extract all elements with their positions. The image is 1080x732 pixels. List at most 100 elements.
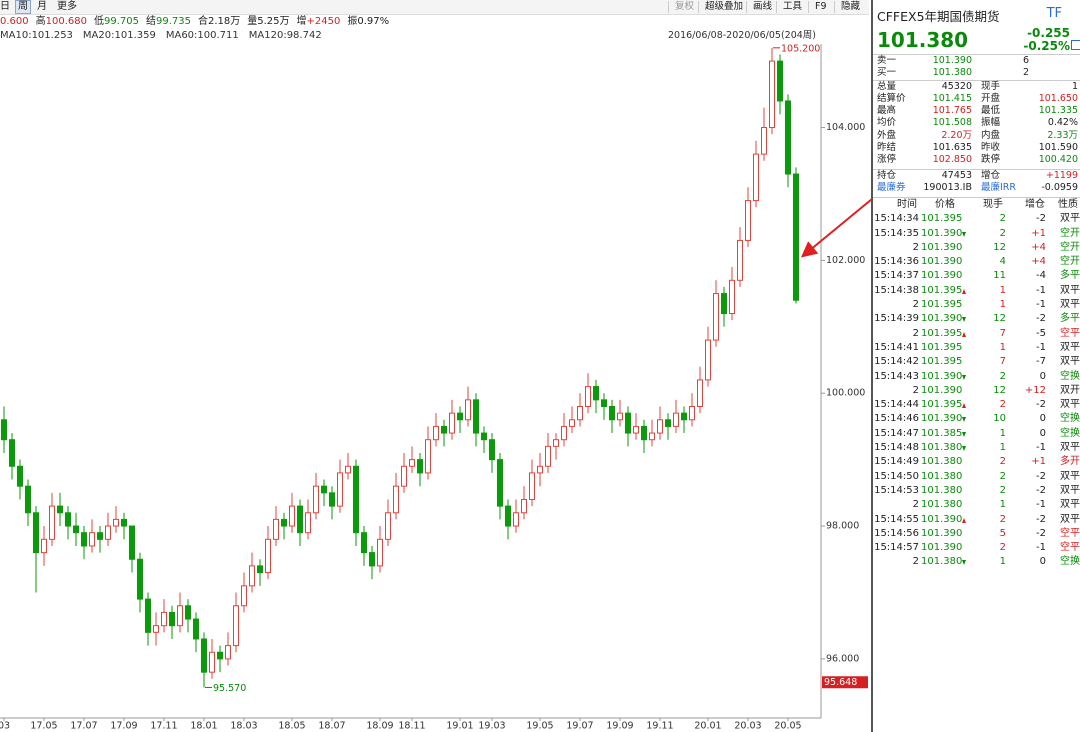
candle-body [481, 432, 487, 441]
candle-body [657, 419, 663, 434]
candle-body [561, 425, 567, 441]
candle-body [753, 153, 759, 202]
trade-type: 空换 [1060, 413, 1080, 425]
trade-row: 15:14:57 101.390 2 -1 空平 [873, 541, 1080, 555]
trade-header-cell: 现手 [983, 199, 1003, 210]
quote-label: 最高 [877, 105, 897, 117]
quote-value: 101.335 [1038, 105, 1078, 117]
trade-time: 2 [912, 556, 919, 568]
candle-body [201, 638, 207, 673]
quote-value: 1 [1071, 80, 1078, 92]
toolbar-button[interactable]: 画线 [746, 1, 772, 13]
quote-value: 47453 [941, 169, 972, 181]
candle-body [41, 538, 47, 554]
candle-body [577, 405, 583, 421]
trade-direction [962, 517, 966, 523]
candle-body [281, 518, 287, 527]
cursor-value-label: 95.648 [824, 677, 857, 688]
trade-row: 2 101.380 1 -1 双平 [873, 498, 1080, 512]
annotation-label: 105.200 [781, 43, 820, 54]
quote-value: 101.390 [932, 55, 972, 66]
trade-volume: 5 [999, 527, 1006, 539]
trade-volume: 2 [999, 470, 1006, 482]
toolbar-button[interactable]: F9 [808, 1, 827, 13]
info-value: 99.735 [156, 16, 191, 27]
quote-value: 2.33万 [1047, 129, 1078, 141]
trade-row: 15:14:38 101.395 1 -1 双平 [873, 284, 1080, 298]
info-value: 2.18万 [208, 16, 241, 27]
trade-time: 15:14:36 [874, 256, 919, 268]
candle-body [57, 505, 63, 514]
trade-type: 双平 [1060, 284, 1080, 296]
trade-price: 101.380 [921, 556, 963, 568]
view-tab[interactable]: 日 [0, 1, 10, 12]
trade-row: 15:14:55 101.390 2 -2 双平 [873, 513, 1080, 527]
candle-body [721, 293, 727, 315]
cursor-value-box [822, 676, 868, 689]
candle-body [545, 445, 551, 467]
candle-body [553, 439, 559, 447]
trade-volume: 1 [999, 341, 1006, 353]
ma-bar: MA10:101.253 MA20:101.359 MA60:100.711 MA12… [0, 29, 332, 42]
info-item: 增+2450 [297, 16, 341, 27]
candle-body [65, 512, 71, 527]
trade-oi-change: -2 [1036, 484, 1046, 496]
trade-price: 101.390 [921, 384, 963, 396]
trade-header-cell: 性质 [1058, 199, 1078, 210]
x-tick-label: 17.07 [70, 721, 97, 732]
trade-time: 15:14:56 [874, 527, 919, 539]
trade-volume: 7 [999, 356, 1006, 368]
trade-direction [962, 417, 966, 423]
trade-row: 15:14:34 101.395 2 -2 双平 [873, 212, 1080, 226]
view-tab[interactable]: 月 [37, 1, 47, 12]
view-tab[interactable]: 更多 [57, 1, 77, 12]
ma-value: MA60:100.711 [165, 30, 239, 41]
candle-body [305, 512, 311, 534]
candle-body [97, 532, 103, 540]
trade-volume: 1 [999, 442, 1006, 454]
candle-body [689, 405, 695, 421]
trade-volume: 7 [999, 327, 1006, 339]
candle-body [33, 512, 39, 554]
view-tab[interactable]: 周 [15, 0, 31, 14]
panel-title: CFFEX5年期国债期货 [877, 9, 1000, 24]
quote-table: 卖一 101.390 6 买一 101.380 2 总量 45320 现手 1 结算价 101.415… [873, 54, 1080, 194]
toolbar-button[interactable]: 复权 [668, 1, 694, 13]
candle-body [49, 505, 55, 540]
trade-header-cell: 增仓 [1025, 199, 1045, 210]
info-key: 结 [146, 16, 156, 27]
candle-body [505, 505, 511, 527]
trade-oi-change: -2 [1036, 399, 1046, 411]
info-bar: 0.600 高100.680 低99.705 结99.735 合2.18万 量5.25万增… [0, 15, 396, 29]
candle-body [129, 525, 135, 560]
ma-value: MA120:98.742 [248, 30, 322, 41]
toolbar-button[interactable]: 隐藏 [834, 1, 860, 13]
candle-body [521, 498, 527, 514]
trade-row: 15:14:36 101.390 4 +4 空开 [873, 255, 1080, 269]
candle-body [425, 439, 431, 474]
ma-value: MA10:101.253 [0, 30, 73, 41]
candle-body [609, 405, 615, 421]
candle-body [217, 651, 223, 660]
trade-row: 15:14:41 101.395 1 -1 双平 [873, 341, 1080, 355]
toolbar-button[interactable]: 超级叠加 [698, 1, 743, 13]
trade-price: 101.385 [921, 427, 963, 439]
trade-type: 空平 [1060, 542, 1080, 554]
trade-direction [962, 331, 966, 337]
trade-direction [962, 317, 966, 323]
info-item: 量5.25万 [247, 16, 289, 27]
trade-type: 双平 [1060, 484, 1080, 496]
trade-row: 15:14:37 101.390 11 -4 多平 [873, 269, 1080, 283]
trade-time: 2 [912, 384, 919, 396]
toolbar-button[interactable]: 工具 [776, 1, 802, 13]
candle-body [73, 525, 79, 534]
edit-icon[interactable] [1071, 40, 1080, 50]
x-tick-label: 18.03 [230, 721, 257, 732]
trade-volume: 12 [993, 241, 1006, 253]
x-tick-label: 17.09 [110, 721, 137, 732]
candle-body [185, 605, 191, 620]
candle-body [289, 505, 295, 527]
x-tick-label: 19.05 [526, 721, 553, 732]
quote-value: 101.635 [932, 142, 972, 154]
trade-type: 空平 [1060, 527, 1080, 539]
